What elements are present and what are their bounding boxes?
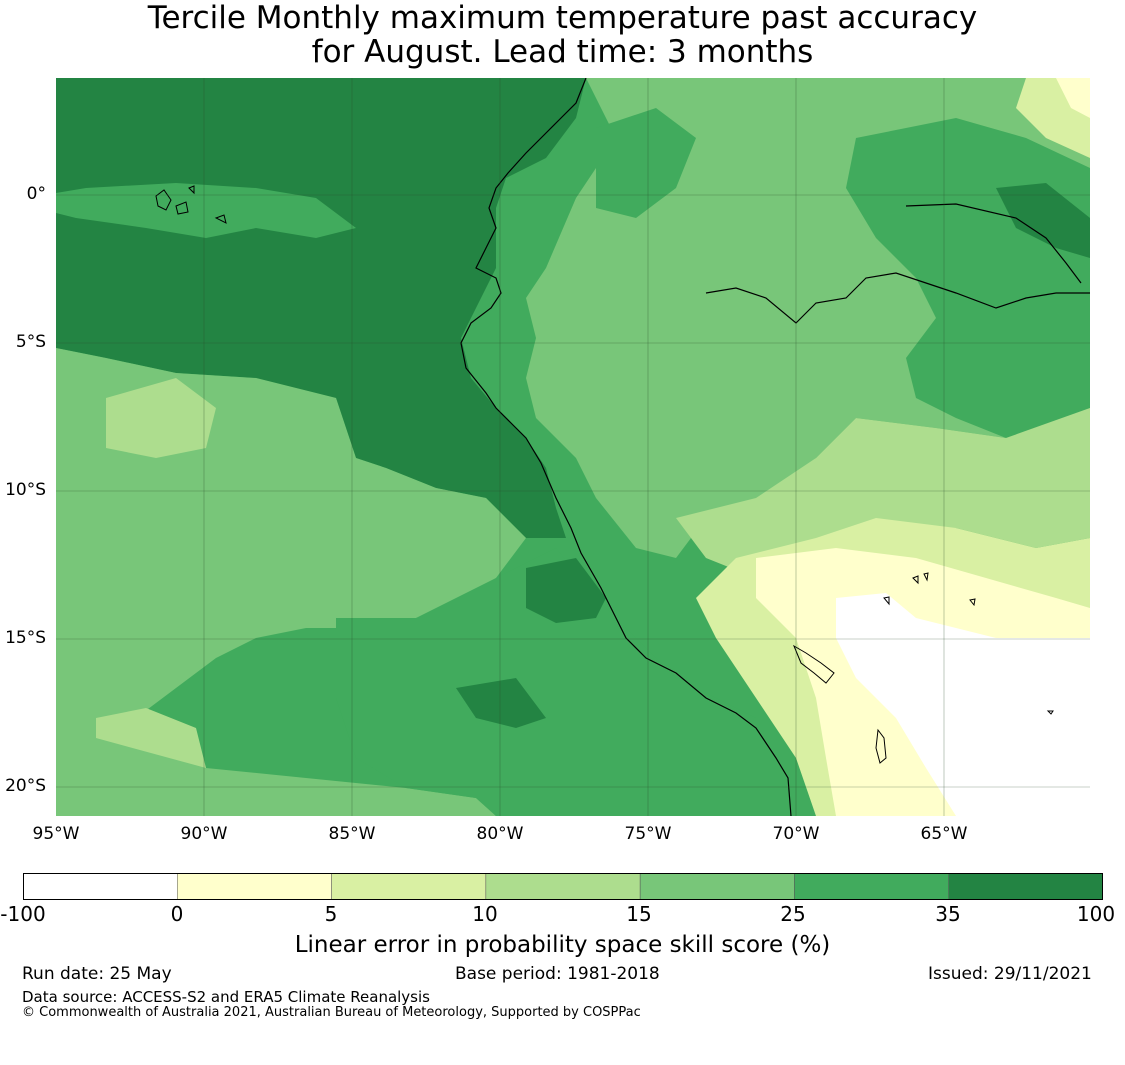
colorbar-tick-10: 10 [472, 902, 498, 926]
region-35-100-inland-south [526, 558, 606, 623]
colorbar-tick-25: 25 [780, 902, 806, 926]
lon-label-80w: 80°W [476, 824, 524, 844]
issued-date: Issued: 29/11/2021 [928, 964, 1092, 984]
colorbar-segment [485, 873, 641, 900]
data-source: Data source: ACCESS-S2 and ERA5 Climate … [22, 988, 430, 1006]
colorbar-segment [639, 873, 795, 900]
colorbar-segment [331, 873, 487, 900]
colorbar-segment [948, 873, 1103, 900]
lon-label-75w: 75°W [624, 824, 672, 844]
negro-river [905, 203, 1082, 284]
lon-label-70w: 70°W [772, 824, 820, 844]
coastline-south-america [460, 77, 792, 817]
region-below-0-southeast [836, 593, 1090, 816]
colorbar [23, 873, 1103, 900]
lon-label-90w: 90°W [180, 824, 228, 844]
map-title-line-2: for August. Lead time: 3 months [311, 34, 814, 70]
lon-label-85w: 85°W [328, 824, 376, 844]
colorbar-tick-neg100: -100 [0, 902, 46, 926]
colorbar-tick-0: 0 [170, 902, 184, 926]
run-date: Run date: 25 May [22, 964, 172, 984]
base-period: Base period: 1981-2018 [455, 964, 660, 984]
colorbar-label: Linear error in probability space skill … [294, 932, 831, 958]
map-title-line-1: Tercile Monthly maximum temperature past… [147, 0, 978, 36]
colorbar-tick-100: 100 [1076, 902, 1116, 926]
region-10-15-southwest [106, 378, 216, 458]
region-35-100-patch-south [456, 678, 546, 728]
galapagos-islands [155, 185, 227, 224]
colorbar-segment [23, 873, 178, 900]
lat-label-10s: 10°S [5, 480, 46, 500]
lat-label-20s: 20°S [5, 776, 46, 796]
lake-poopo [875, 728, 887, 764]
region-0-5-patch-ne [1056, 78, 1090, 118]
colorbar-tick-5: 5 [324, 902, 338, 926]
region-25-35-andes-north [596, 108, 696, 218]
colorbar-segment [794, 873, 949, 900]
lat-label-5s: 5°S [15, 332, 46, 352]
lat-label-0: 0° [26, 184, 46, 204]
skill-score-map [56, 77, 1090, 817]
region-35-100-amazon-ne [996, 183, 1090, 258]
copyright: © Commonwealth of Australia 2021, Austra… [22, 1005, 641, 1020]
small-lakes [883, 572, 1054, 715]
lon-label-65w: 65°W [920, 824, 968, 844]
amazon-river [705, 272, 1090, 324]
colorbar-segment [177, 873, 332, 900]
region-15-25-south [56, 738, 496, 816]
region-25-35-coastal-south [336, 548, 791, 816]
lon-label-95w: 95°W [32, 824, 80, 844]
colorbar-tick-15: 15 [626, 902, 652, 926]
lake-titicaca [792, 644, 835, 684]
lat-label-15s: 15°S [5, 628, 46, 648]
colorbar-tick-35: 35 [935, 902, 961, 926]
region-25-35-equator [56, 183, 356, 238]
map-gridlines [56, 78, 1090, 816]
